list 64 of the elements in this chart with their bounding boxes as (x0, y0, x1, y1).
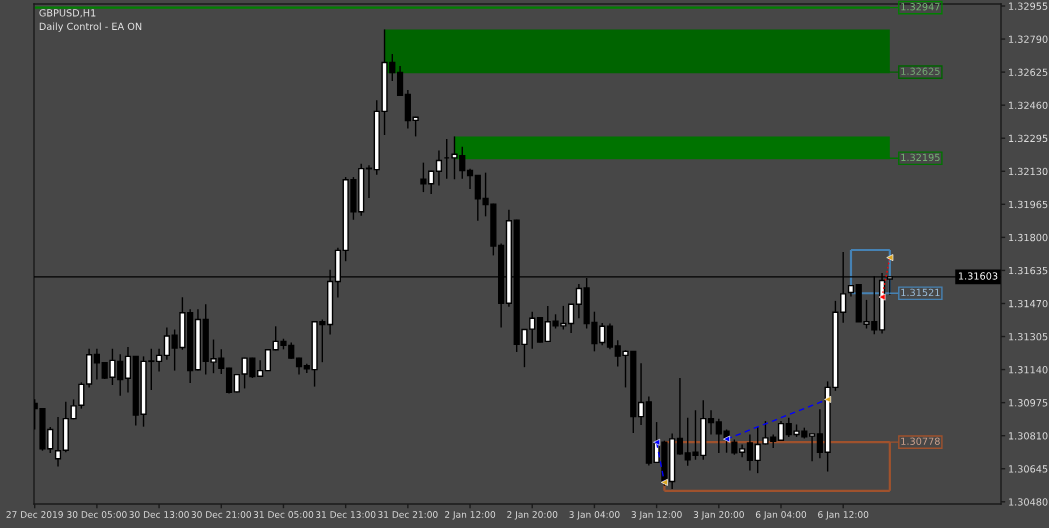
candlestick (676, 377, 684, 456)
candlestick (816, 408, 823, 459)
x-tick-label: 31 Dec 21:00 (378, 511, 438, 518)
y-tick-label: 1.30975 (1009, 399, 1048, 407)
point (723, 435, 731, 443)
legend-label: 1.32195 (901, 153, 940, 162)
x-tick-label: 2 Jan 12:00 (444, 511, 496, 520)
y-tick-label: 1.31305 (1009, 333, 1048, 341)
x-tick-label: 30 Dec 05:00 (67, 511, 127, 518)
y-tick-label: 1.32460 (1009, 101, 1048, 109)
candlestick (396, 65, 404, 97)
y-tick-label: 1.32295 (1009, 134, 1048, 143)
y-tick-label: 1.32130 (1009, 167, 1048, 176)
candlestick (412, 116, 419, 138)
legend-label: 1.32947 (901, 3, 940, 11)
y-tick-label: 1.30480 (1009, 498, 1048, 506)
x-tick-label: 3 Jan 04:00 (569, 511, 620, 520)
point (660, 478, 668, 486)
y-tick-label: 1.31800 (1009, 233, 1048, 242)
candlestick (777, 420, 785, 442)
y-tick-label: 1.30810 (1009, 432, 1048, 440)
chart-title: GBPUSD,H1 (39, 9, 96, 18)
candlestick (155, 348, 163, 373)
x-tick-label: 31 Dec 05:00 (253, 511, 314, 518)
candlestick (575, 283, 582, 319)
x-tick-label: 6 Jan 12:00 (818, 511, 869, 520)
point (878, 293, 886, 301)
candlestick (808, 433, 816, 463)
candlestick (435, 149, 443, 187)
point (653, 438, 661, 446)
ref-line-label: 1.31603 (958, 272, 998, 280)
x-tick-label: 6 Jan 04:00 (755, 511, 807, 520)
candlestick (606, 322, 614, 351)
y-tick-label: 1.31635 (1009, 266, 1048, 275)
y-tick-label: 1.32790 (1009, 35, 1048, 43)
candlestick (746, 433, 754, 472)
candlestick (54, 416, 62, 468)
candlestick (637, 362, 645, 426)
point (824, 395, 832, 403)
candlestick (466, 167, 474, 190)
candlestick (124, 346, 132, 394)
candlestick (93, 348, 100, 381)
point (886, 254, 894, 262)
x-tick-label: 3 Jan 20:00 (693, 511, 744, 520)
y-tick-label: 1.32625 (1009, 68, 1048, 76)
x-tick-label: 30 Dec 13:00 (129, 511, 189, 518)
text: Daily Control - EA ON (39, 22, 142, 32)
x-tick-label: 3 Jan 12:00 (631, 511, 682, 520)
y-tick-label: 1.31470 (1009, 299, 1048, 308)
candlestick (163, 326, 170, 361)
y-tick-label: 1.30645 (1009, 465, 1048, 473)
y-tick-label: 1.32955 (1009, 2, 1048, 10)
x-tick-label: 2 Jan 20:00 (507, 511, 558, 520)
candlestick (567, 303, 575, 334)
x-tick-label: 31 Dec 13:00 (315, 511, 376, 518)
legend-label: 1.30778 (901, 437, 940, 445)
y-tick-label: 1.31965 (1009, 200, 1048, 209)
y-tick-label: 1.31140 (1009, 366, 1048, 374)
x-tick-label: 27 Dec 2019 (6, 511, 63, 518)
legend-label: 1.32625 (901, 67, 940, 75)
candlestick (707, 409, 715, 436)
legend-label: 1.31521 (901, 288, 940, 297)
candlestick (264, 349, 272, 372)
x-tick-label: 30 Dec 21:00 (191, 511, 252, 518)
